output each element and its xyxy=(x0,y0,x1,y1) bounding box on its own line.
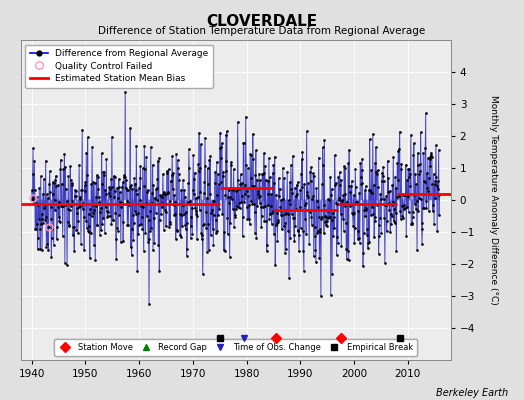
Text: CLOVERDALE: CLOVERDALE xyxy=(206,14,318,29)
Legend: Station Move, Record Gap, Time of Obs. Change, Empirical Break: Station Move, Record Gap, Time of Obs. C… xyxy=(54,338,417,356)
Y-axis label: Monthly Temperature Anomaly Difference (°C): Monthly Temperature Anomaly Difference (… xyxy=(489,95,498,305)
Text: Berkeley Earth: Berkeley Earth xyxy=(436,388,508,398)
Text: Difference of Station Temperature Data from Regional Average: Difference of Station Temperature Data f… xyxy=(99,26,425,36)
